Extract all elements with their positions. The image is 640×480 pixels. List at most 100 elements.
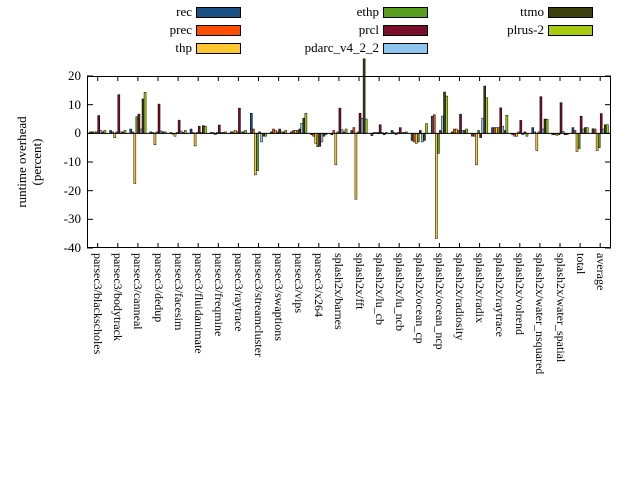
bar-pdarc_v4_2_2 — [581, 128, 585, 134]
bar-prec — [252, 128, 255, 134]
bar-plrus-2 — [425, 123, 428, 134]
bar-prcl — [559, 102, 563, 134]
legend-swatch-pdarc_v4_2_2 — [383, 43, 428, 54]
bar-prcl — [117, 94, 121, 134]
bar-pdarc_v4_2_2 — [441, 115, 444, 134]
bar-prcl — [218, 124, 221, 134]
x-tick-label: splash2x/water_nsquared — [533, 253, 548, 375]
bar-prcl — [197, 125, 201, 134]
bar-prcl — [358, 113, 362, 134]
legend-label-ttmo: ttmo — [520, 4, 544, 19]
legend-swatch-plrus-2 — [548, 25, 593, 36]
bar-rec — [129, 128, 133, 134]
y-tick-label: 10 — [68, 96, 81, 112]
bar-prcl — [137, 113, 141, 134]
x-tick-label: parsec3/swaptions — [272, 253, 287, 341]
bar-ethp — [437, 133, 440, 154]
bar-plrus-2 — [465, 128, 468, 134]
bar-thp — [354, 133, 358, 200]
bar-prec — [493, 127, 496, 134]
bar-prcl — [338, 107, 342, 134]
bar-pdarc_v4_2_2 — [340, 129, 344, 134]
bar-prec — [433, 114, 436, 134]
bar-thp — [113, 133, 117, 138]
bar-thp — [535, 133, 539, 151]
bar-prcl — [398, 127, 402, 134]
bar-ethp — [135, 116, 139, 134]
x-tick-label: parsec3/blackscholes — [91, 253, 106, 355]
legend-label-pdarc_v4_2_2: pdarc_v4_2_2 — [304, 40, 379, 55]
bar-prcl — [157, 103, 161, 134]
x-tick-label: parsec3/canneal — [131, 253, 146, 330]
bar-prcl — [479, 133, 482, 138]
bar-ethp — [417, 133, 420, 143]
bar-ttmo — [604, 124, 607, 134]
x-tick-label: parsec3/vips — [292, 253, 307, 313]
legend-label-prec: prec — [169, 22, 192, 37]
x-tick-label: parsec3/raytrace — [231, 253, 246, 332]
bar-thp — [153, 133, 157, 146]
bar-ttmo — [443, 91, 446, 134]
bar-rec — [410, 133, 414, 141]
bar-plrus-2 — [485, 97, 489, 134]
bar-thp — [254, 133, 257, 176]
bar-pdarc_v4_2_2 — [139, 128, 143, 134]
bar-thp — [495, 127, 498, 134]
legend-swatch-rec — [196, 7, 241, 18]
bar-prec — [272, 128, 275, 134]
bar-ttmo — [423, 133, 426, 141]
bar-rec — [491, 127, 494, 134]
bar-prec — [352, 127, 356, 134]
bar-thp — [455, 128, 458, 134]
plot-frame — [87, 76, 611, 248]
x-tick-label: parsec3/streamcluster — [252, 253, 266, 357]
bar-pdarc_v4_2_2 — [421, 133, 424, 143]
bar-prcl — [519, 120, 523, 134]
bar-thp — [314, 133, 317, 144]
x-tick-label: parsec3/x264 — [312, 253, 327, 317]
legend-swatch-prec — [196, 25, 241, 36]
legend-swatch-thp — [196, 43, 241, 54]
legend-label-ethp: ethp — [356, 4, 379, 19]
bar-prcl — [318, 133, 322, 147]
x-tick-label: splash2x/ocean_cp — [412, 253, 427, 344]
y-tick-label: 20 — [68, 68, 81, 83]
bar-plrus-2 — [505, 115, 509, 134]
bar-plrus-2 — [304, 113, 308, 134]
bar-prcl — [238, 107, 241, 134]
bar-pdarc_v4_2_2 — [541, 128, 545, 134]
bar-prcl — [499, 107, 503, 134]
legend-label-plrus-2: plrus-2 — [507, 22, 544, 37]
y-axis-title-line1: runtime overhead — [14, 116, 29, 208]
x-tick-label: splash2x/barnes — [332, 253, 347, 330]
y-tick-label: -40 — [63, 240, 81, 255]
x-tick-label: parsec3/dedup — [151, 253, 166, 323]
bar-pdarc_v4_2_2 — [481, 117, 484, 134]
bar-ttmo — [483, 85, 487, 134]
x-tick-label: splash2x/fft — [352, 253, 367, 310]
bar-plrus-2 — [545, 119, 549, 134]
bar-ttmo — [302, 117, 306, 134]
y-axis-title: runtime overhead (percent) — [14, 76, 46, 248]
y-tick-label: -10 — [63, 154, 81, 169]
bar-rec — [531, 127, 535, 134]
bar-rec — [571, 127, 575, 134]
y-axis-title-line2: (percent) — [29, 138, 44, 186]
legend-label-prcl: prcl — [358, 22, 379, 37]
bar-plrus-2 — [143, 92, 147, 134]
x-tick-label: splash2x/ocean_ncp — [432, 253, 447, 350]
bar-prcl — [459, 113, 462, 134]
bar-rec — [250, 113, 253, 134]
x-tick-label: splash2x/lu_ncb — [392, 253, 407, 331]
bar-ttmo — [583, 127, 587, 134]
x-tick-label: parsec3/facesim — [171, 253, 186, 331]
y-tick-label: 0 — [74, 125, 82, 141]
bar-ethp — [316, 133, 320, 148]
bar-pdarc_v4_2_2 — [260, 133, 263, 143]
legend-label-rec: rec — [176, 4, 192, 19]
bar-rec — [591, 128, 595, 134]
bar-ttmo — [202, 125, 205, 134]
x-tick-label: splash2x/radiosity — [453, 253, 467, 341]
chart-canvas — [87, 58, 611, 249]
